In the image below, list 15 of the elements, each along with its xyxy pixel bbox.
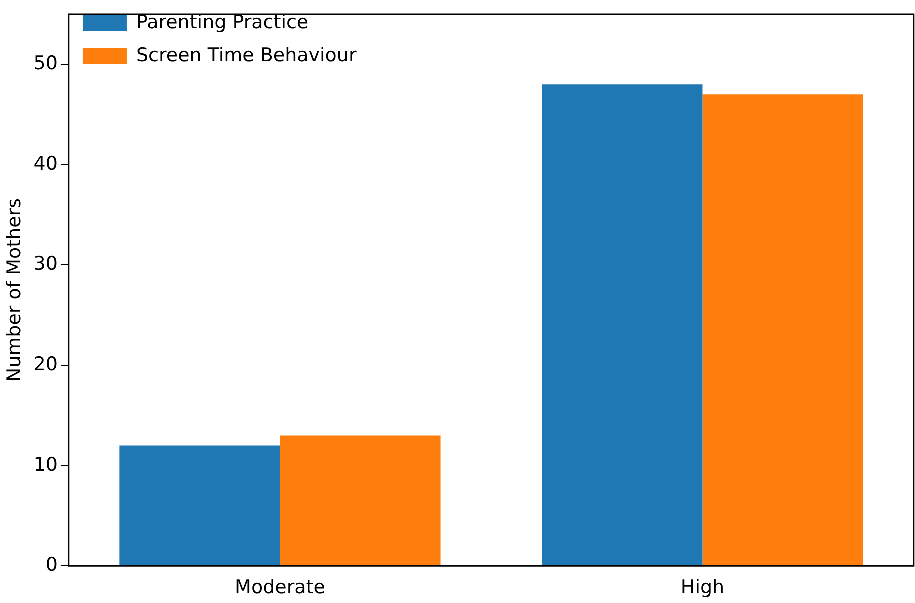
bar [280,436,441,566]
x-tick-label: High [680,576,725,599]
bar [120,446,280,566]
y-tick-label: 0 [46,554,58,576]
legend-label: Parenting Practice [136,11,309,34]
bar [542,84,703,566]
legend-label: Screen Time Behaviour [136,44,357,66]
y-tick-label: 50 [34,52,58,74]
bar [702,94,864,566]
x-tick-label: Moderate [235,576,326,599]
y-tick-label: 30 [34,253,58,276]
y-tick-label: 40 [34,152,58,175]
y-axis-title: Number of Mothers [3,198,26,382]
y-tick-label: 20 [34,353,58,376]
y-tick-label: 10 [34,454,58,476]
